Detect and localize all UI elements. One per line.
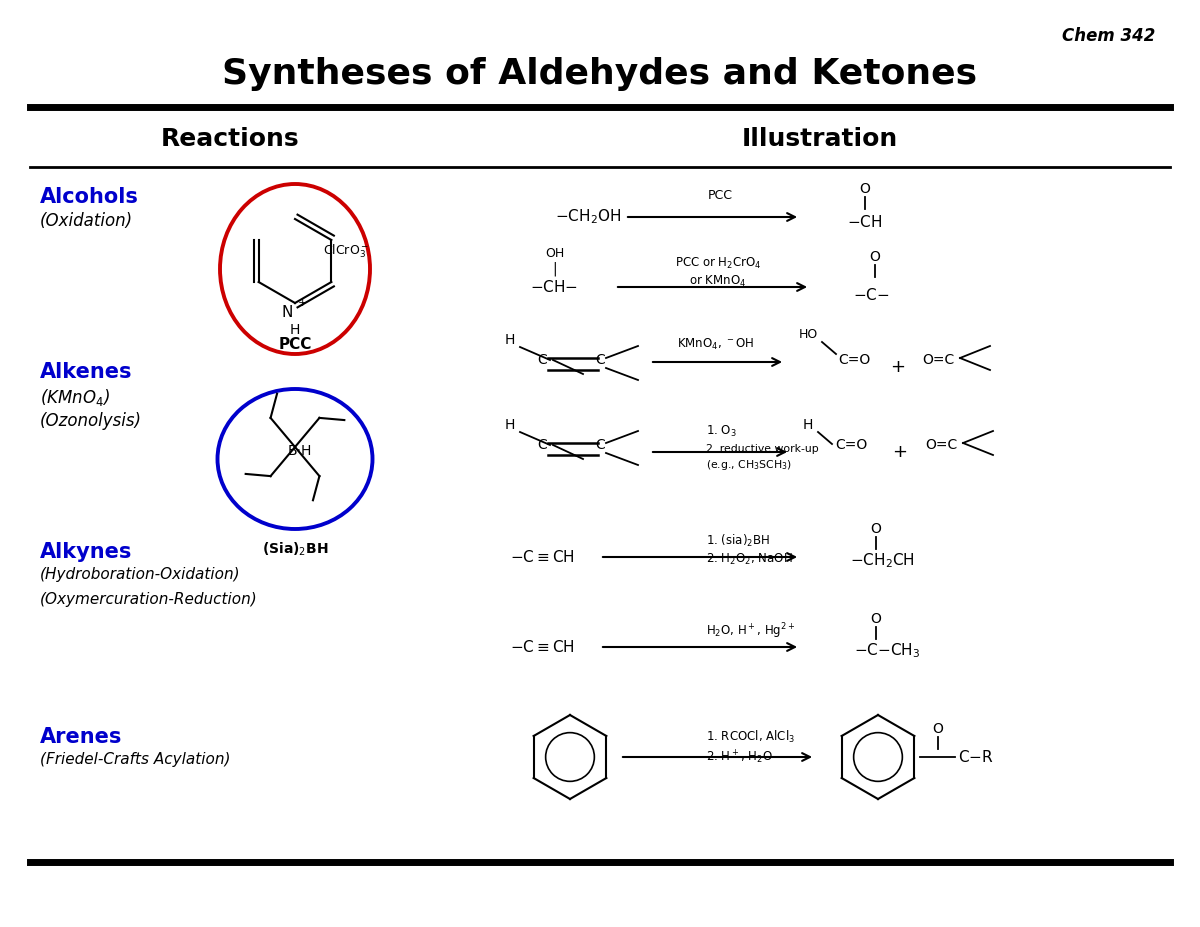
Text: 2. H$^+$, H$_2$O: 2. H$^+$, H$_2$O [706, 748, 773, 766]
Text: 1. O$_3$: 1. O$_3$ [706, 424, 737, 438]
Text: Alkenes: Alkenes [40, 362, 132, 382]
Text: Alkynes: Alkynes [40, 542, 132, 562]
Text: (Sia)$_2$BH: (Sia)$_2$BH [262, 541, 329, 558]
Text: $-$CH$-$: $-$CH$-$ [530, 279, 578, 295]
Text: $-$C$\equiv$CH: $-$C$\equiv$CH [510, 549, 575, 565]
Text: ClCrO$_3^-$: ClCrO$_3^-$ [323, 242, 370, 260]
Text: $-$CH$_2$CH: $-$CH$_2$CH [850, 552, 914, 570]
Text: (Hydroboration-Oxidation): (Hydroboration-Oxidation) [40, 567, 241, 582]
Text: C: C [538, 438, 547, 452]
Text: (KMnO$_4$): (KMnO$_4$) [40, 387, 110, 408]
Text: +: + [890, 358, 906, 376]
Text: or KMnO$_4$: or KMnO$_4$ [690, 273, 746, 288]
Text: +: + [893, 443, 907, 461]
Text: C: C [595, 353, 605, 367]
Text: $-$CH$_2$OH: $-$CH$_2$OH [554, 208, 622, 226]
Text: (Friedel-Crafts Acylation): (Friedel-Crafts Acylation) [40, 752, 230, 767]
Text: Syntheses of Aldehydes and Ketones: Syntheses of Aldehydes and Ketones [222, 57, 978, 91]
Text: (Oxymercuration-Reduction): (Oxymercuration-Reduction) [40, 592, 258, 607]
Text: H: H [505, 418, 515, 432]
Text: $-$C$\equiv$CH: $-$C$\equiv$CH [510, 639, 575, 655]
Text: (Oxidation): (Oxidation) [40, 212, 133, 230]
Text: PCC or H$_2$CrO$_4$: PCC or H$_2$CrO$_4$ [674, 256, 761, 271]
Text: OH: OH [545, 247, 565, 260]
Text: O=C: O=C [922, 353, 954, 367]
Text: $-$CH: $-$CH [847, 214, 882, 230]
Text: H: H [290, 323, 300, 337]
Text: C$-$R: C$-$R [958, 749, 994, 765]
Text: H: H [803, 418, 814, 432]
Text: Arenes: Arenes [40, 727, 122, 747]
Text: O: O [870, 522, 882, 536]
Text: 2. H$_2$O$_2$, NaOH: 2. H$_2$O$_2$, NaOH [706, 552, 793, 566]
Text: C=O: C=O [838, 353, 870, 367]
Text: C: C [538, 353, 547, 367]
Text: |: | [553, 261, 557, 276]
Text: O=C: O=C [925, 438, 958, 452]
Text: C=O: C=O [835, 438, 868, 452]
Text: C: C [595, 438, 605, 452]
Text: +: + [298, 298, 307, 308]
Text: (Ozonolysis): (Ozonolysis) [40, 412, 142, 430]
Text: KMnO$_4$, $^-$OH: KMnO$_4$, $^-$OH [678, 337, 755, 351]
Text: Alcohols: Alcohols [40, 187, 139, 207]
Text: 1. (sia)$_2$BH: 1. (sia)$_2$BH [706, 533, 770, 549]
Text: $-$C$-$: $-$C$-$ [853, 287, 889, 303]
Text: O: O [932, 722, 943, 736]
Text: Illustration: Illustration [742, 127, 898, 151]
Text: PCC: PCC [278, 337, 312, 352]
Text: O: O [859, 182, 870, 196]
Text: H: H [505, 333, 515, 347]
Text: PCC: PCC [708, 188, 732, 201]
Text: H$_2$O, H$^+$, Hg$^{2+}$: H$_2$O, H$^+$, Hg$^{2+}$ [706, 621, 796, 641]
Text: Chem 342: Chem 342 [1062, 27, 1154, 45]
Text: O: O [870, 612, 882, 626]
Text: 2. reductive work-up: 2. reductive work-up [706, 444, 818, 454]
Text: HO: HO [798, 327, 817, 340]
Text: 1. RCOCl, AlCl$_3$: 1. RCOCl, AlCl$_3$ [706, 729, 794, 745]
Text: N: N [281, 305, 293, 320]
Text: $-$C$-$CH$_3$: $-$C$-$CH$_3$ [854, 641, 920, 660]
Text: Reactions: Reactions [161, 127, 299, 151]
Text: B·H: B·H [288, 444, 312, 458]
Text: O: O [870, 250, 881, 264]
Text: (e.g., CH$_3$SCH$_3$): (e.g., CH$_3$SCH$_3$) [706, 458, 792, 472]
